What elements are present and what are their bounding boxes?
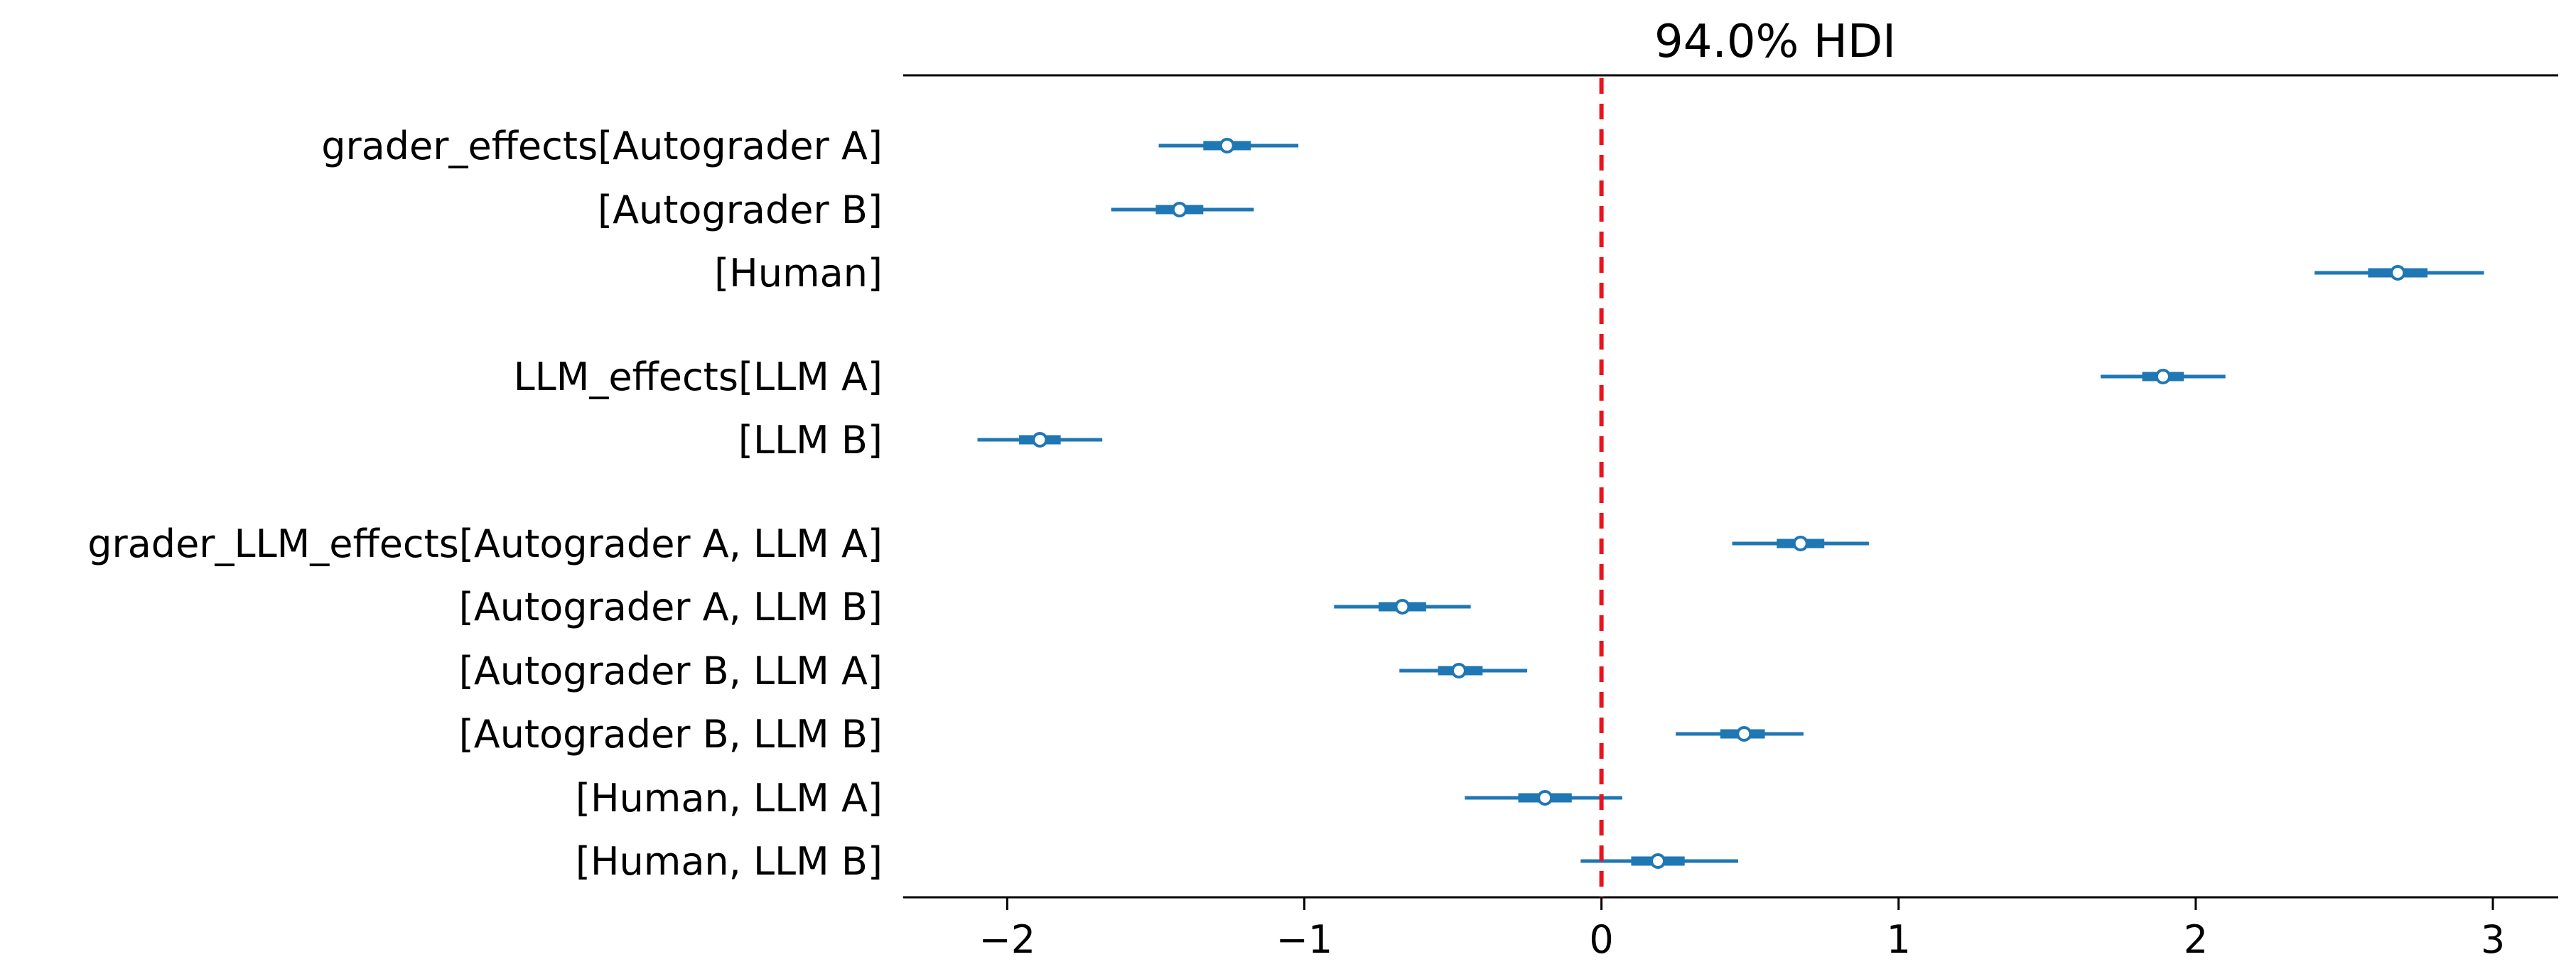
mean-point [2390,265,2406,281]
row-label: [Autograder B, LLM B] [459,712,883,757]
row-label: [Human, LLM B] [576,839,883,884]
x-tick-label: 3 [2481,917,2505,962]
row-label: LLM_effects[LLM A] [514,355,883,399]
x-axis-ticks: −2 −1 0 1 2 3 [979,897,2505,962]
mean-point [1171,202,1187,217]
mean-point [1792,536,1809,551]
mean-point [1219,138,1235,153]
row-labels: grader_effects[Autograder A] [Autograder … [87,124,883,884]
x-tick-label: −1 [1276,917,1333,962]
mean-point [1736,726,1752,742]
mean-point [2155,369,2171,384]
row-label: grader_effects[Autograder A] [321,124,883,168]
row-label: [LLM B] [738,418,883,463]
row-label: [Autograder B] [598,188,883,232]
chart-title: 94.0% HDI [1654,16,1896,68]
mean-point [1032,432,1048,448]
x-tick-label: −2 [979,917,1036,962]
row-label: [Autograder B, LLM A] [459,649,883,693]
x-tick-label: 2 [2184,917,2208,962]
hdi-intervals [977,138,2484,869]
x-tick-label: 0 [1589,917,1613,962]
row-label: [Human, LLM A] [576,776,883,821]
row-label: [Autograder A, LLM B] [459,585,883,629]
row-label: [Human] [714,251,883,296]
row-label: grader_LLM_effects[Autograder A, LLM A] [87,521,883,566]
mean-point [1650,853,1666,869]
mean-point [1537,790,1553,806]
mean-point [1450,663,1467,678]
x-tick-label: 1 [1887,917,1911,962]
mean-point [1394,599,1411,615]
